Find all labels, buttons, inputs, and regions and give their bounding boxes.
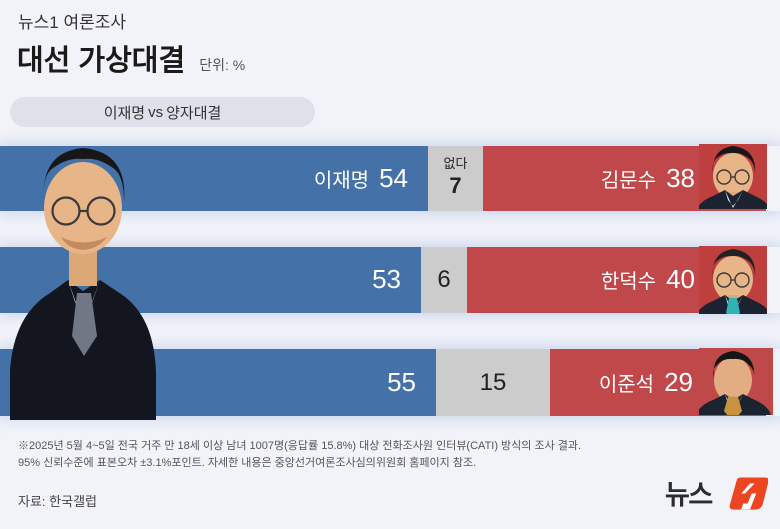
svg-text:뉴스: 뉴스 <box>665 480 712 510</box>
